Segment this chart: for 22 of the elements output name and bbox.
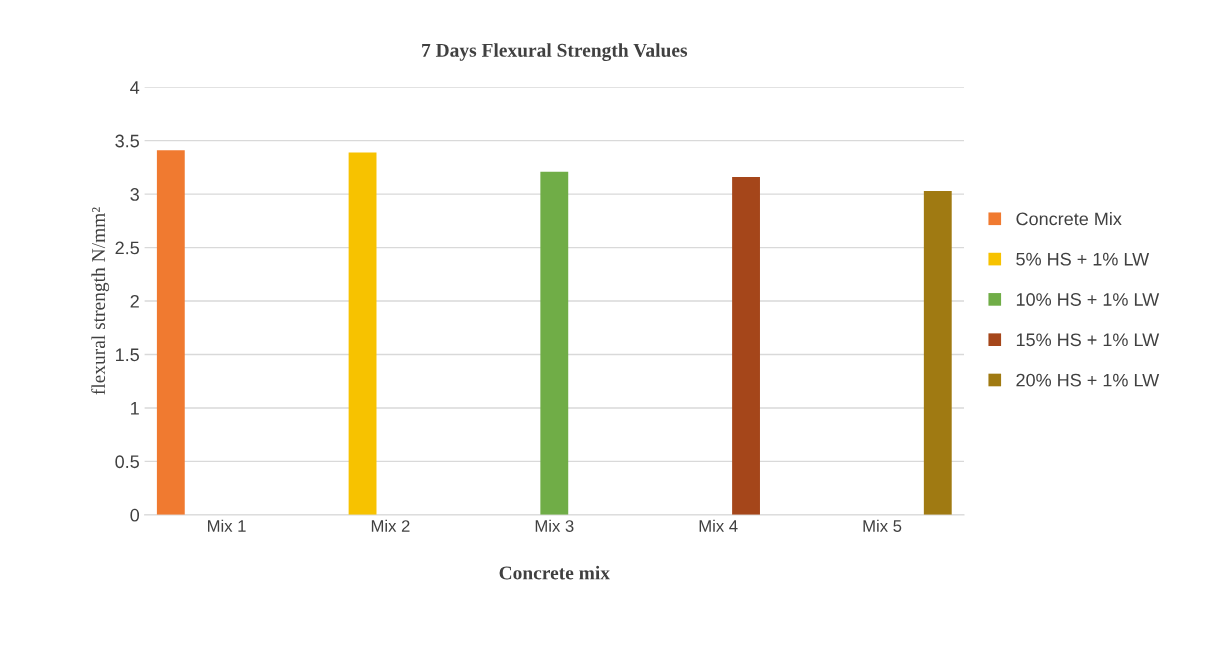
- legend-label: 20% HS + 1% LW: [1016, 373, 1160, 387]
- y-tick-label: 1.5: [116, 348, 139, 362]
- y-tick-label: 2: [130, 294, 139, 308]
- x-axis-title: Concrete mix: [499, 565, 610, 580]
- y-tick-label: 1: [131, 402, 139, 415]
- y-tick-label: 2.5: [115, 241, 139, 255]
- y-tick-label: 4: [130, 81, 140, 94]
- y-tick-label: 0: [130, 508, 140, 522]
- y-axis-title: flexural strength N/mm²: [91, 207, 110, 395]
- chart-title: 7 Days Flexural Strength Values: [422, 43, 688, 61]
- x-tick-label: Mix 2: [371, 519, 410, 532]
- legend-label: Concrete Mix: [1016, 212, 1122, 226]
- y-tick-label: 3: [130, 188, 139, 201]
- y-tick-label: 3.5: [115, 134, 139, 148]
- x-tick-label: Mix 5: [863, 519, 902, 532]
- x-tick-label: Mix 3: [535, 519, 574, 532]
- legend-label: 15% HS + 1% LW: [1016, 333, 1160, 347]
- x-tick-label: Mix 1: [208, 519, 246, 532]
- legend-label: 10% HS + 1% LW: [1016, 293, 1160, 306]
- legend-label: 5% HS + 1% LW: [1016, 252, 1150, 266]
- x-tick-label: Mix 4: [699, 519, 738, 532]
- y-tick-label: 0.5: [115, 455, 139, 469]
